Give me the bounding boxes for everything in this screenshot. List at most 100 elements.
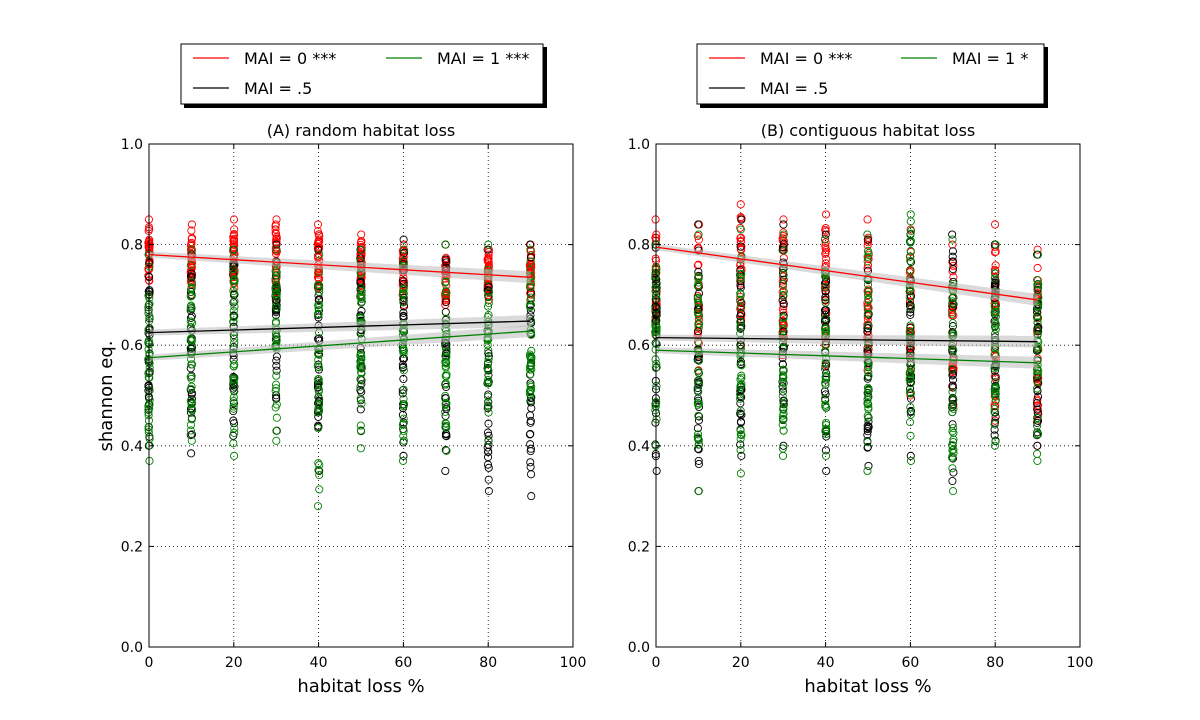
scatter-point xyxy=(736,242,745,251)
scatter-point xyxy=(1033,413,1042,422)
scatter-point xyxy=(399,302,408,311)
scatter-point xyxy=(484,475,493,484)
scatter-point xyxy=(820,306,830,315)
scatter-point xyxy=(864,287,873,296)
scatter-point xyxy=(271,225,280,234)
scatter-point xyxy=(991,378,1000,387)
scatter-point xyxy=(736,270,745,279)
scatter-point xyxy=(442,432,451,441)
scatter-point xyxy=(272,234,281,243)
scatter-point xyxy=(906,410,915,419)
scatter-point xyxy=(187,278,196,287)
scatter-point xyxy=(695,440,704,449)
scatter-point xyxy=(778,451,788,460)
scatter-point xyxy=(863,252,872,261)
scatter-point xyxy=(822,429,831,439)
scatter-point xyxy=(652,295,661,304)
scatter-point xyxy=(779,414,788,423)
scatter-point xyxy=(484,463,493,472)
scatter-point xyxy=(906,321,915,330)
scatter-point xyxy=(526,296,535,305)
scatter-point xyxy=(484,408,493,417)
scatter-point xyxy=(315,471,324,480)
scatter-point xyxy=(144,408,153,417)
scatter-point xyxy=(315,378,324,388)
scatter-point xyxy=(229,404,238,413)
scatter-point xyxy=(863,411,872,420)
scatter-point xyxy=(441,407,450,416)
scatter-point xyxy=(398,246,407,255)
scatter-point xyxy=(483,245,492,254)
scatter-point xyxy=(1033,449,1042,458)
scatter-point xyxy=(187,318,197,327)
scatter-point xyxy=(357,352,366,361)
scatter-point xyxy=(483,460,493,469)
scatter-point xyxy=(779,405,788,414)
scatter-point xyxy=(1033,408,1042,417)
scatter-point xyxy=(863,315,872,324)
scatter-point xyxy=(271,266,280,275)
scatter-point xyxy=(357,427,366,436)
scatter-point xyxy=(779,379,788,388)
scatter-point xyxy=(1033,311,1042,321)
scatter-point xyxy=(948,453,957,462)
scatter-point xyxy=(186,420,195,430)
scatter-point xyxy=(864,403,873,412)
scatter-point xyxy=(778,319,787,328)
scatter-point xyxy=(736,273,745,282)
scatter-point xyxy=(484,352,493,361)
scatter-point xyxy=(230,451,239,460)
scatter-point xyxy=(186,317,195,326)
scatter-point xyxy=(991,395,1000,405)
scatter-point xyxy=(821,244,830,253)
scatter-point xyxy=(949,404,958,413)
scatter-point xyxy=(526,257,535,266)
scatter-point xyxy=(144,303,153,312)
scatter-point xyxy=(484,379,493,388)
scatter-point xyxy=(441,342,450,351)
scatter-point xyxy=(314,309,323,318)
x-tick-label: 0 xyxy=(145,655,154,671)
scatter-point xyxy=(526,458,535,467)
scatter-point xyxy=(694,387,703,396)
scatter-point xyxy=(736,426,745,435)
scatter-point xyxy=(1033,250,1043,259)
scatter-point xyxy=(272,366,281,375)
scatter-point xyxy=(187,284,196,293)
scatter-point xyxy=(271,275,280,284)
legend-a-label-mai1: MAI = 1 *** xyxy=(437,49,529,68)
scatter-point xyxy=(906,384,915,393)
scatter-point xyxy=(906,389,915,398)
scatter-point xyxy=(694,411,703,420)
panel-b-xlabel: habitat loss % xyxy=(804,676,931,697)
scatter-point xyxy=(187,360,196,369)
y-tick-label: 0.6 xyxy=(628,338,650,354)
scatter-point xyxy=(272,308,281,317)
scatter-point xyxy=(737,321,746,330)
scatter-point xyxy=(990,302,999,311)
scatter-point xyxy=(186,261,195,270)
scatter-point xyxy=(188,399,197,408)
scatter-point xyxy=(484,240,493,249)
scatter-point xyxy=(313,502,323,511)
scatter-point xyxy=(822,420,831,430)
x-tick-label: 20 xyxy=(732,655,750,671)
scatter-point xyxy=(778,444,787,453)
scatter-point xyxy=(863,230,872,239)
scatter-point xyxy=(864,304,873,313)
scatter-point xyxy=(991,312,1000,321)
scatter-point xyxy=(526,245,535,254)
fit-line xyxy=(148,254,531,278)
scatter-point xyxy=(356,421,365,430)
scatter-point xyxy=(314,387,323,396)
scatter-point xyxy=(821,314,830,323)
scatter-point xyxy=(484,487,493,496)
scatter-point xyxy=(906,379,915,388)
y-tick-label: 0.4 xyxy=(628,439,650,455)
scatter-point xyxy=(229,419,239,428)
scatter-point xyxy=(948,247,957,256)
scatter-point xyxy=(187,449,196,458)
scatter-point xyxy=(736,236,745,246)
scatter-point xyxy=(313,220,323,229)
scatter-point xyxy=(863,257,872,266)
